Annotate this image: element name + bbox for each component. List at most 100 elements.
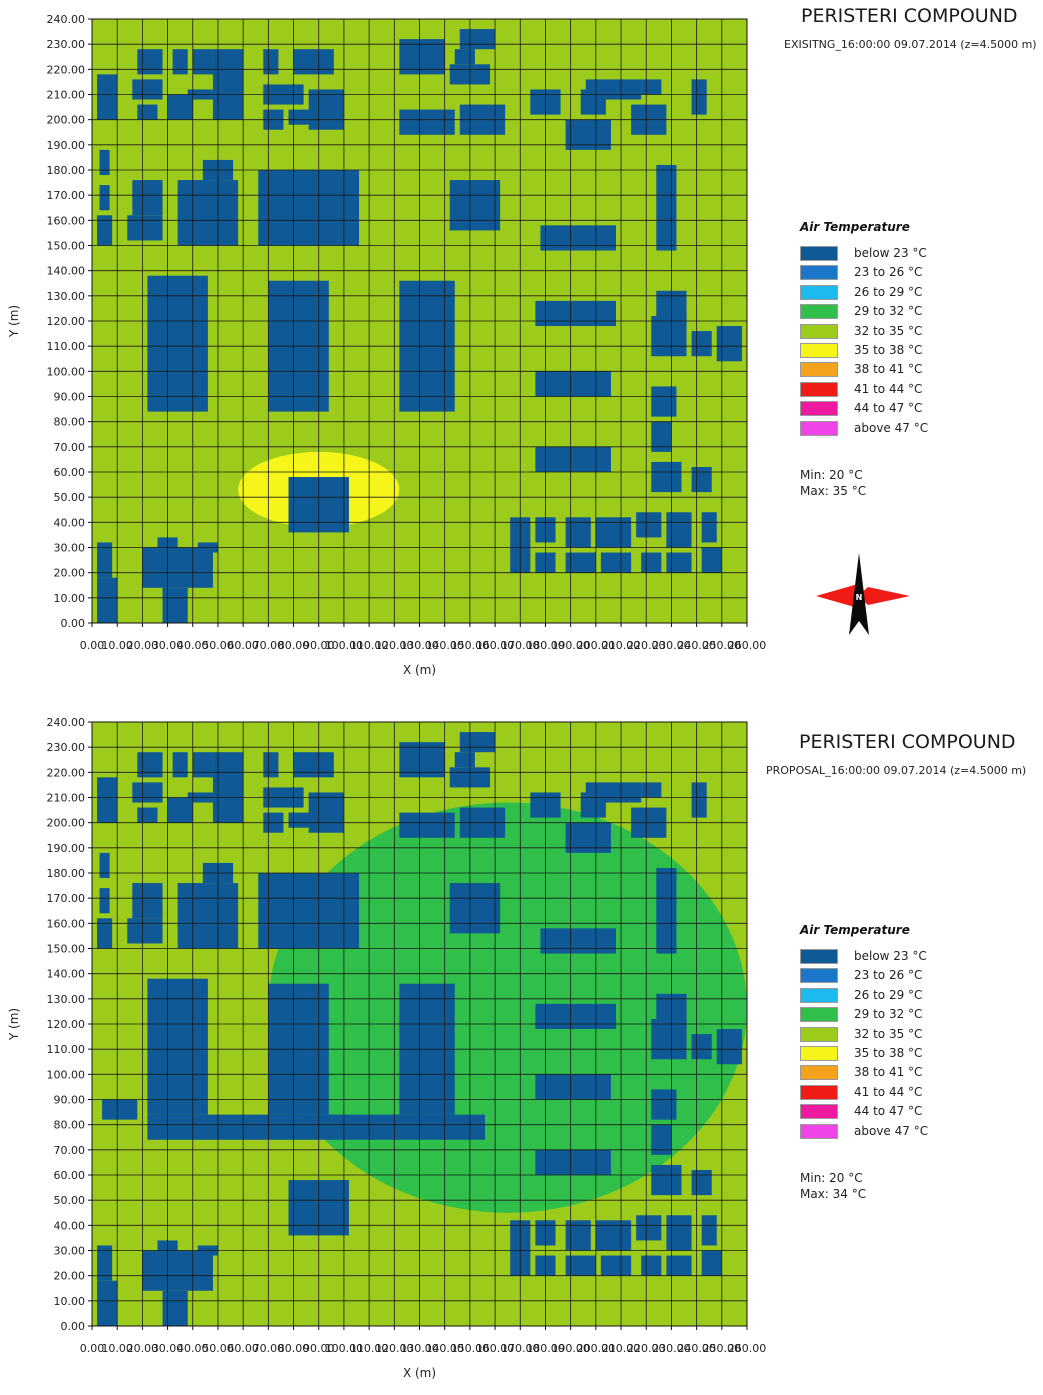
x-tick-label: 80.00 — [278, 1342, 310, 1355]
y-tick-label: 160.00 — [47, 917, 86, 930]
legend-label: 32 to 35 °C — [854, 323, 923, 338]
building-cell — [127, 215, 163, 241]
y-tick-label: 120.00 — [47, 1018, 86, 1031]
building-cell — [565, 1255, 596, 1276]
y-tick-label: 70.00 — [54, 1144, 86, 1157]
building-cell — [293, 752, 334, 778]
building-cell — [691, 782, 707, 818]
x-tick-label: 20.00 — [127, 1342, 159, 1355]
x-tick-label: 210.00 — [602, 639, 641, 652]
building-cell — [147, 978, 208, 1115]
legend-swatch — [800, 284, 838, 300]
y-tick-label: 150.00 — [47, 240, 86, 253]
y-tick-label: 40.00 — [54, 516, 86, 529]
building-cell — [656, 867, 677, 954]
plot-marks — [97, 732, 747, 1326]
x-tick-label: 110.00 — [350, 639, 389, 652]
building-cell — [535, 300, 616, 327]
building-cell — [716, 1029, 742, 1065]
legend-label: 26 to 29 °C — [854, 987, 923, 1002]
legend-label: 32 to 35 °C — [854, 1026, 923, 1041]
building-cell — [97, 918, 113, 949]
x-tick-label: 210.00 — [602, 1342, 641, 1355]
legend-label: 23 to 26 °C — [854, 265, 923, 280]
heatmap-plot: 0.0010.0020.0030.0040.0050.0060.0070.008… — [7, 716, 766, 1380]
y-tick-label: 240.00 — [47, 13, 86, 26]
legend-label: 38 to 41 °C — [854, 1065, 923, 1080]
x-tick-label: 30.00 — [152, 1342, 184, 1355]
building-cell — [449, 883, 501, 934]
building-cell — [535, 1149, 611, 1175]
y-tick-label: 100.00 — [47, 365, 86, 378]
building-cell — [691, 331, 712, 357]
y-axis-label: Y (m) — [7, 1008, 21, 1041]
building-cell — [701, 1250, 722, 1276]
building-cell — [167, 797, 193, 823]
building-cell — [641, 79, 662, 95]
y-tick-label: 200.00 — [47, 114, 86, 127]
building-cell — [691, 1169, 712, 1196]
svg-text:N: N — [856, 593, 863, 602]
legend-swatch — [800, 987, 838, 1003]
building-cell — [666, 1255, 692, 1276]
legend-swatch — [800, 1123, 838, 1139]
y-tick-label: 160.00 — [47, 214, 86, 227]
building-cell — [97, 777, 118, 823]
y-tick-label: 0.00 — [61, 617, 86, 630]
x-tick-label: 60.00 — [227, 1342, 259, 1355]
building-cell — [701, 512, 717, 543]
y-tick-label: 40.00 — [54, 1219, 86, 1232]
building-cell — [641, 1255, 662, 1276]
legend-swatch — [800, 968, 838, 984]
legend-label: 35 to 38 °C — [854, 342, 923, 357]
building-cell — [565, 517, 591, 548]
building-cell — [666, 1215, 692, 1251]
x-tick-label: 230.00 — [652, 639, 691, 652]
building-cell — [535, 446, 611, 472]
legend-swatch — [800, 381, 838, 397]
chart-panel-existing: 0.00 10.00 20.00 30.00 40.00 50.00 60.00 70.00 8… — [0, 0, 1043, 692]
building-cell — [651, 1089, 677, 1120]
legend-swatch — [800, 246, 838, 261]
x-tick-label: 130.00 — [400, 1342, 439, 1355]
x-tick-label: 190.00 — [551, 1342, 590, 1355]
y-tick-label: 30.00 — [54, 542, 86, 555]
building-cell — [147, 275, 208, 412]
y-tick-label: 220.00 — [47, 63, 86, 76]
y-tick-label: 170.00 — [47, 892, 86, 905]
legend-swatch — [800, 342, 838, 358]
legend-label: 44 to 47 °C — [854, 401, 923, 416]
building-cell — [394, 1114, 485, 1140]
building-cell — [651, 1124, 672, 1155]
legend-label: 44 to 47 °C — [854, 1104, 923, 1119]
x-tick-label: 180.00 — [526, 639, 565, 652]
y-tick-label: 130.00 — [47, 290, 86, 303]
min-label: Min: 20 °C — [800, 1171, 863, 1185]
y-tick-label: 220.00 — [47, 766, 86, 779]
x-tick-label: 220.00 — [627, 639, 666, 652]
y-tick-label: 210.00 — [47, 89, 86, 102]
building-cell — [192, 49, 213, 75]
building-cell — [651, 1164, 682, 1196]
legend-label: above 47 °C — [854, 420, 929, 435]
building-cell — [459, 732, 496, 753]
max-label: Max: 34 °C — [800, 1187, 867, 1201]
x-tick-label: 30.00 — [152, 639, 184, 652]
building-cell — [595, 517, 632, 548]
y-tick-label: 80.00 — [54, 416, 86, 429]
y-tick-label: 50.00 — [54, 491, 86, 504]
legend-swatch — [800, 323, 838, 339]
building-cell — [97, 577, 118, 623]
y-tick-label: 10.00 — [54, 592, 86, 605]
chart-title: PERISTERI COMPOUND — [799, 731, 1016, 753]
building-cell — [137, 807, 158, 823]
building-cell — [132, 782, 163, 803]
x-tick-label: 250.00 — [703, 1342, 742, 1355]
building-cell — [600, 552, 632, 573]
building-cell — [137, 752, 163, 778]
x-tick-label: 100.00 — [325, 639, 364, 652]
max-label: Max: 35 °C — [800, 484, 867, 498]
legend-label: below 23 °C — [854, 246, 927, 260]
building-cell — [651, 461, 682, 493]
building-cell — [701, 1215, 717, 1246]
